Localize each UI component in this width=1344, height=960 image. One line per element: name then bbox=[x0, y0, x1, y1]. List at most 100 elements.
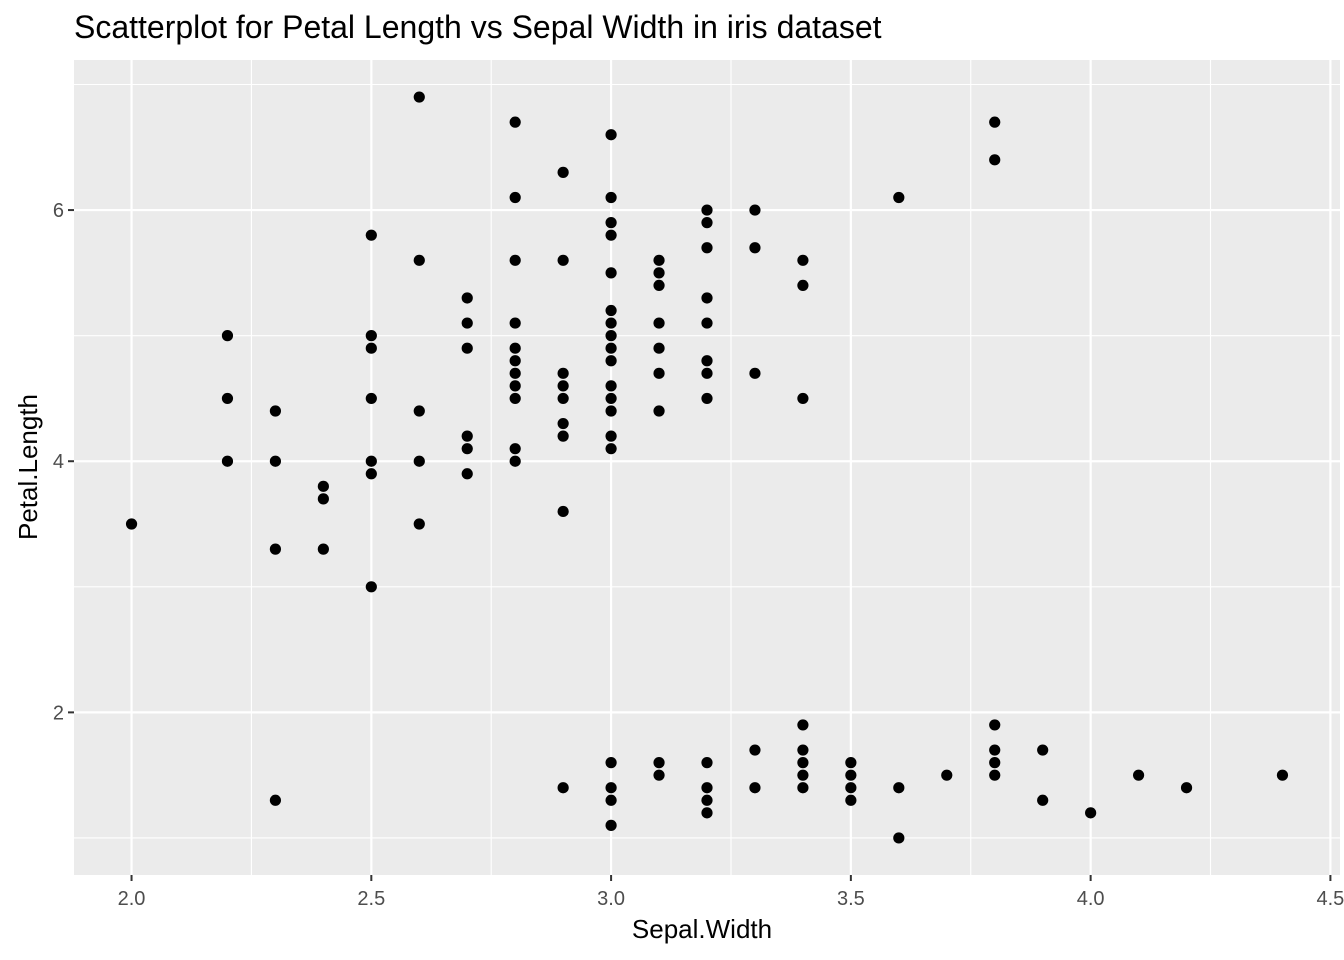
data-point bbox=[509, 317, 521, 329]
data-point bbox=[1037, 794, 1049, 806]
data-point bbox=[317, 543, 329, 555]
data-point bbox=[989, 154, 1001, 166]
data-point bbox=[509, 367, 521, 379]
data-point bbox=[797, 719, 809, 731]
data-point bbox=[605, 782, 617, 794]
data-point bbox=[461, 443, 473, 455]
data-point bbox=[509, 380, 521, 392]
data-point bbox=[509, 355, 521, 367]
data-point bbox=[797, 769, 809, 781]
data-point bbox=[605, 355, 617, 367]
data-point bbox=[749, 744, 761, 756]
data-point bbox=[605, 330, 617, 342]
data-point bbox=[845, 794, 857, 806]
data-point bbox=[557, 254, 569, 266]
data-point bbox=[413, 405, 425, 417]
data-point bbox=[605, 380, 617, 392]
data-point bbox=[653, 367, 665, 379]
data-point bbox=[605, 267, 617, 279]
data-point bbox=[509, 116, 521, 128]
data-point bbox=[701, 807, 713, 819]
data-point bbox=[269, 543, 282, 555]
data-point bbox=[701, 392, 713, 405]
data-point bbox=[605, 317, 617, 329]
data-point bbox=[509, 342, 521, 354]
data-point bbox=[653, 757, 665, 769]
data-point bbox=[365, 468, 377, 480]
data-point bbox=[701, 367, 713, 379]
data-point bbox=[413, 254, 425, 266]
data-point bbox=[365, 392, 377, 405]
data-point bbox=[557, 392, 569, 405]
data-point bbox=[797, 254, 809, 266]
data-point bbox=[269, 405, 282, 417]
data-point bbox=[1276, 769, 1289, 781]
data-point bbox=[317, 493, 329, 505]
data-point bbox=[845, 782, 857, 794]
data-point bbox=[509, 443, 521, 455]
x-tick-label: 3.5 bbox=[837, 888, 865, 910]
data-point bbox=[749, 782, 761, 794]
data-point bbox=[605, 819, 617, 831]
data-point bbox=[653, 342, 665, 354]
data-point bbox=[557, 430, 569, 442]
data-point bbox=[605, 342, 617, 354]
grid-minor bbox=[74, 60, 1340, 875]
data-point bbox=[605, 304, 617, 317]
data-point bbox=[941, 769, 953, 781]
y-axis-title: Petal.Length bbox=[13, 394, 43, 540]
data-point bbox=[557, 166, 569, 178]
data-point bbox=[365, 229, 377, 241]
data-point bbox=[557, 367, 569, 379]
data-point bbox=[893, 191, 905, 204]
data-point bbox=[701, 204, 713, 216]
data-point bbox=[413, 91, 425, 103]
x-axis-title: Sepal.Width bbox=[632, 914, 772, 944]
x-tick-label: 4.0 bbox=[1077, 888, 1105, 910]
data-point bbox=[797, 757, 809, 769]
data-point bbox=[653, 279, 665, 292]
data-point bbox=[845, 769, 857, 781]
data-point bbox=[221, 330, 234, 342]
data-point bbox=[365, 330, 377, 342]
data-point bbox=[605, 392, 617, 405]
data-point bbox=[653, 254, 665, 266]
data-point bbox=[221, 455, 234, 467]
data-point bbox=[749, 204, 761, 216]
data-point bbox=[605, 430, 617, 442]
data-point bbox=[701, 317, 713, 329]
data-point bbox=[989, 719, 1001, 731]
data-point bbox=[749, 367, 761, 379]
data-point bbox=[461, 468, 473, 480]
data-point bbox=[701, 217, 713, 229]
data-point bbox=[413, 518, 425, 530]
data-point bbox=[701, 242, 713, 254]
data-point bbox=[605, 757, 617, 769]
data-point bbox=[701, 794, 713, 806]
data-point bbox=[1132, 769, 1145, 781]
x-tick-label: 2.0 bbox=[118, 888, 146, 910]
data-point bbox=[605, 129, 617, 141]
data-point bbox=[989, 769, 1001, 781]
data-point bbox=[701, 782, 713, 794]
x-axis-ticks: 2.0 2.5 3.0 3.5 4.0 4.5 bbox=[118, 875, 1344, 910]
data-point bbox=[461, 317, 473, 329]
data-point bbox=[221, 392, 234, 405]
data-point bbox=[797, 279, 809, 292]
x-tick-label: 3.0 bbox=[597, 888, 625, 910]
data-point bbox=[653, 769, 665, 781]
y-tick-label: 2 bbox=[53, 702, 64, 724]
data-point bbox=[701, 757, 713, 769]
data-point bbox=[509, 455, 521, 467]
data-point bbox=[653, 267, 665, 279]
data-point bbox=[989, 116, 1001, 128]
data-point bbox=[605, 191, 617, 204]
data-point bbox=[989, 757, 1001, 769]
data-point bbox=[557, 417, 569, 430]
plot-panel bbox=[74, 60, 1340, 875]
data-point bbox=[1180, 782, 1193, 794]
data-point bbox=[557, 782, 569, 794]
data-point bbox=[845, 757, 857, 769]
data-point bbox=[701, 292, 713, 304]
data-point bbox=[461, 292, 473, 304]
